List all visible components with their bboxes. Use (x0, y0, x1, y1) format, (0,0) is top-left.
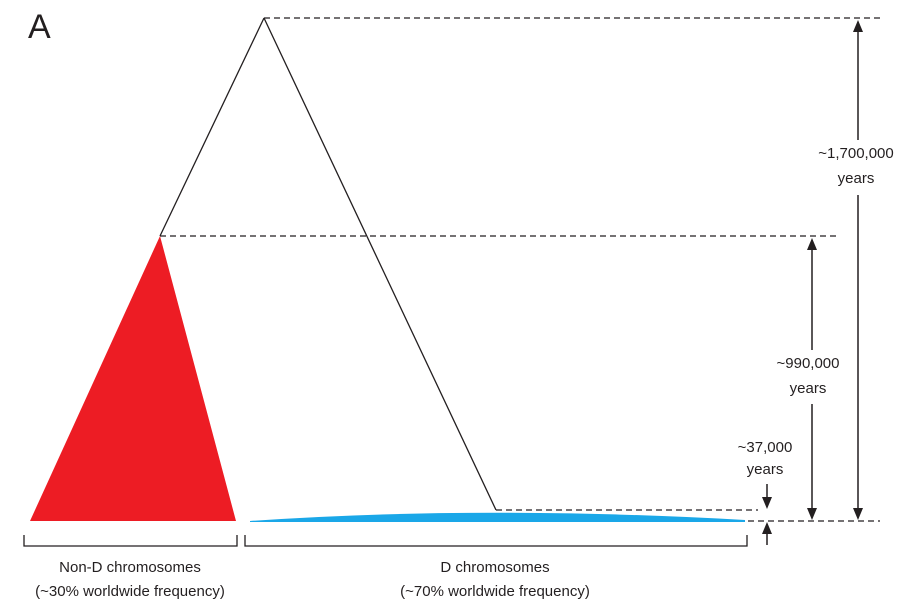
annotation-990k-value: ~990,000 (777, 355, 840, 372)
non-d-bracket (23, 535, 238, 547)
arrowhead-37k-top (762, 497, 772, 509)
non-d-clade-triangle (30, 236, 236, 521)
arrowhead-990k-top (807, 238, 817, 250)
annotation-1700k-unit: years (838, 170, 875, 187)
d-clade-shape (250, 512, 745, 522)
non-d-frequency: (~30% worldwide frequency) (35, 583, 225, 600)
annotation-37k-unit: years (747, 461, 784, 478)
d-label: D chromosomes (440, 559, 549, 576)
ancestral-branch-left (159, 17, 265, 237)
d-frequency: (~70% worldwide frequency) (400, 583, 590, 600)
arrowhead-1700k-top (853, 20, 863, 32)
annotation-37k-value: ~37,000 (738, 439, 793, 456)
d-bracket (244, 535, 748, 547)
ancestral-branch-right (263, 17, 497, 511)
arrowhead-1700k-bottom (853, 508, 863, 520)
annotation-990k-unit: years (790, 380, 827, 397)
annotation-1700k-value: ~1,700,000 (818, 145, 894, 162)
non-d-label: Non-D chromosomes (59, 559, 201, 576)
panel-label: A (28, 8, 51, 46)
arrowhead-37k-bottom (762, 522, 772, 534)
arrowhead-990k-bottom (807, 508, 817, 520)
